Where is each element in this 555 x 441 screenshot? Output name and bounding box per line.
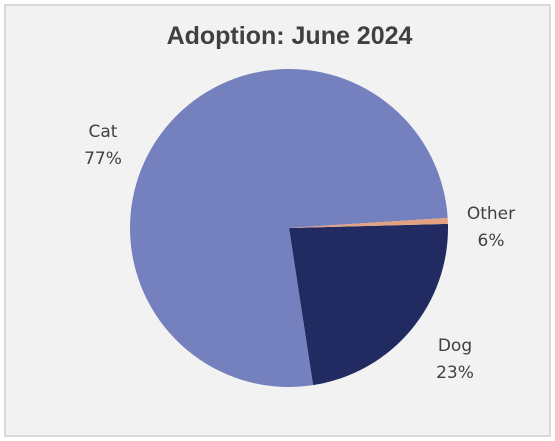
slice-percent-dog: 23% [436, 363, 474, 383]
chart-title: Adoption: June 2024 [166, 22, 413, 50]
slice-label-cat: Cat [89, 122, 118, 142]
pie-slice-dog [289, 223, 449, 386]
pie-slice-cat [130, 68, 448, 387]
slice-label-dog: Dog [438, 336, 472, 356]
slice-percent-cat: 77% [84, 149, 122, 169]
slice-label-other: Other [467, 204, 515, 224]
pie-slice-other [289, 217, 448, 228]
slice-percent-other: 6% [478, 231, 505, 251]
